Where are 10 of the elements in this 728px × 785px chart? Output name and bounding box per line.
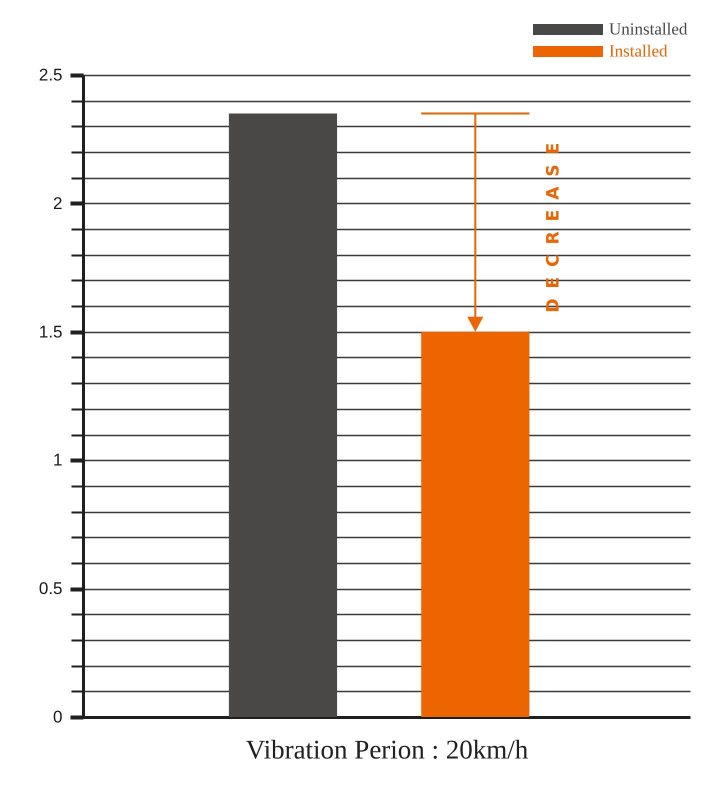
y-tick-label: 2 xyxy=(53,194,62,213)
y-tick-label: 2.5 xyxy=(38,66,62,84)
legend-label: Uninstalled xyxy=(609,20,688,38)
y-tick-label: 1 xyxy=(53,450,62,470)
y-tick-label: 0 xyxy=(53,708,62,726)
legend-label: Installed xyxy=(609,42,668,60)
y-tick-label: 1.5 xyxy=(38,322,62,342)
x-axis-title: Vibration Perion : 20km/h xyxy=(246,734,529,764)
annotation: DECREASE xyxy=(543,132,564,313)
y-tick-label: 0.5 xyxy=(38,579,62,598)
